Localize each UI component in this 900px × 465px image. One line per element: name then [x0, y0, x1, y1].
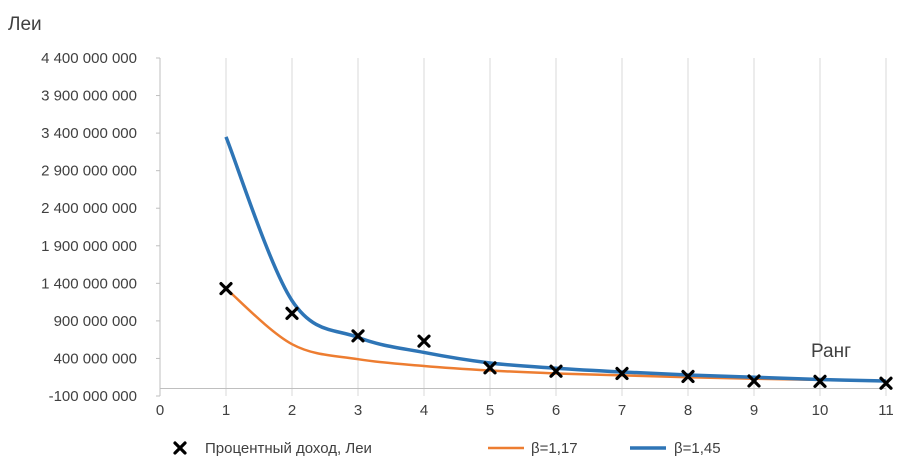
- marker-stroke: [549, 364, 563, 378]
- marker-stroke: [219, 281, 233, 296]
- x-tick-label: 11: [878, 402, 894, 419]
- x-tick-label: 8: [684, 402, 692, 419]
- data-point: [681, 369, 695, 384]
- x-tick-label: 4: [420, 402, 428, 419]
- data-point: [747, 374, 761, 388]
- legend-marker: [173, 441, 187, 455]
- data-point: [219, 281, 233, 296]
- x-tick-label: 6: [552, 402, 560, 419]
- data-point: [615, 366, 629, 381]
- plot-series: [219, 136, 893, 390]
- legend-item: β=1,45: [630, 440, 721, 457]
- marker-stroke: [173, 441, 187, 455]
- data-point: [351, 329, 365, 343]
- x-tick-label: 10: [812, 402, 829, 419]
- y-axis-title: Леи: [8, 14, 42, 35]
- y-tick-label: 4 400 000 000: [41, 50, 137, 67]
- x-tick-label: 5: [486, 402, 494, 419]
- data-point: [879, 376, 893, 390]
- y-tick-label: 1 400 000 000: [41, 275, 137, 292]
- marker-stroke: [813, 374, 827, 388]
- legend-item: Процентный доход, Леи: [173, 440, 372, 457]
- y-tick-label: 900 000 000: [54, 313, 137, 330]
- marker-stroke: [285, 306, 299, 320]
- y-tick-label: 1 900 000 000: [41, 238, 137, 255]
- marker-stroke: [351, 329, 365, 343]
- y-tick-label: 2 400 000 000: [41, 200, 137, 217]
- x-tick-label: 9: [750, 402, 758, 419]
- x-tick-label: 2: [288, 402, 296, 419]
- legend: Процентный доход, Леи β=1,17 β=1,45: [173, 440, 721, 457]
- marker-stroke: [681, 369, 695, 384]
- data-point: [483, 361, 497, 375]
- x-tick-label: 1: [222, 402, 230, 419]
- y-tick-label: 2 900 000 000: [41, 163, 137, 180]
- data-point: [549, 364, 563, 378]
- marker-stroke: [417, 334, 431, 348]
- x-axis-title: Ранг: [811, 341, 851, 362]
- legend-label: β=1,45: [674, 440, 721, 457]
- y-tick-label: 3 400 000 000: [41, 125, 137, 142]
- marker-stroke: [615, 366, 629, 381]
- x-tick-label: 7: [618, 402, 626, 419]
- marker-stroke: [879, 376, 893, 390]
- axes: [156, 57, 886, 397]
- legend-item: β=1,17: [488, 440, 578, 457]
- data-point: [813, 374, 827, 388]
- legend-label: β=1,17: [531, 440, 578, 457]
- y-tick-label: -100 000 000: [49, 388, 137, 405]
- legend-label: Процентный доход, Леи: [205, 440, 372, 457]
- y-tick-label: 400 000 000: [54, 350, 137, 367]
- y-tick-label: 3 900 000 000: [41, 88, 137, 105]
- data-point: [417, 334, 431, 348]
- x-tick-label: 3: [354, 402, 362, 419]
- marker-stroke: [747, 374, 761, 388]
- marker-stroke: [483, 361, 497, 375]
- data-point: [285, 306, 299, 320]
- gridlines: [225, 58, 887, 396]
- series-line: [224, 136, 887, 383]
- tick-labels: 0 1 2 3 4 5 6 7 8 9 10 11 -100 000 000 400 000 000 900…: [41, 50, 894, 419]
- x-tick-label: 0: [156, 402, 164, 419]
